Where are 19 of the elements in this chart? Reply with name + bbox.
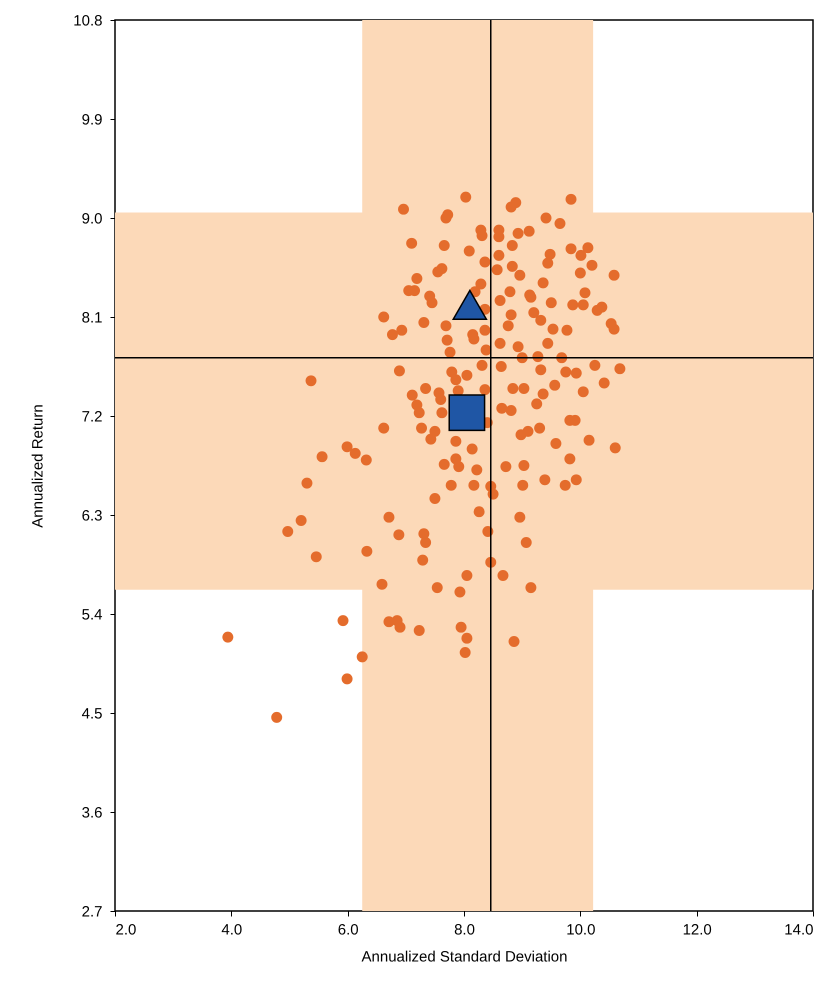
y-tick-label: 10.8 — [73, 12, 102, 30]
y-axis-title: Annualized Return — [29, 404, 46, 528]
y-tick-label: 8.1 — [82, 310, 102, 326]
y-tick-label: 6.3 — [82, 508, 102, 524]
y-tick-label: 7.2 — [82, 408, 102, 426]
y-tick-label: 3.6 — [82, 804, 102, 822]
x-tick-label: 6.0 — [338, 922, 359, 938]
x-axis-title: Annualized Standard Deviation — [362, 948, 568, 966]
x-tick-label: 10.0 — [566, 922, 596, 938]
x-tick-label: 14.0 — [784, 922, 814, 938]
y-tick-label: 2.7 — [82, 904, 102, 920]
y-tick-label: 9.9 — [82, 112, 102, 128]
x-tick-label: 12.0 — [682, 922, 712, 938]
y-tick-label: 5.4 — [82, 606, 102, 624]
x-tick-label: 4.0 — [221, 922, 242, 938]
x-tick-label: 8.0 — [454, 922, 475, 938]
x-tick-label: 2.0 — [116, 922, 136, 938]
y-tick-label: 4.5 — [82, 706, 102, 722]
y-tick-label: 9.0 — [82, 210, 102, 228]
